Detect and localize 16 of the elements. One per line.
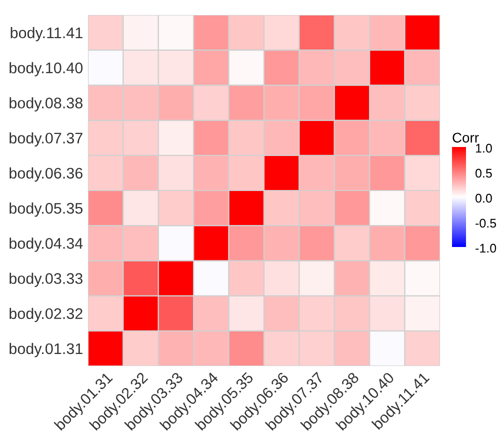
y-tick-label: body.07.37 [10, 132, 82, 147]
y-tick-label: body.11.41 [10, 27, 82, 42]
y-tick-label: body.01.31 [10, 342, 82, 358]
y-tick-label: body.08.38 [10, 97, 82, 112]
color-bar-label: 1.0 [476, 144, 492, 153]
y-tick-label: body.06.36 [10, 167, 82, 182]
color-bar-label: -0.5 [476, 218, 496, 228]
y-tick-label: body.10.40 [10, 62, 83, 76]
y-tick-label: body.03.33 [10, 272, 82, 287]
legend-title: Corr [452, 132, 479, 143]
color-bar-label: 0.0 [476, 194, 492, 203]
y-tick-label: body.05.35 [10, 202, 83, 217]
color-bar-label: 0.5 [476, 168, 492, 178]
y-tick-label: body.04.34 [10, 238, 83, 252]
y-tick-label: body.02.32 [10, 308, 82, 322]
color-bar-label: -1.0 [476, 244, 496, 253]
